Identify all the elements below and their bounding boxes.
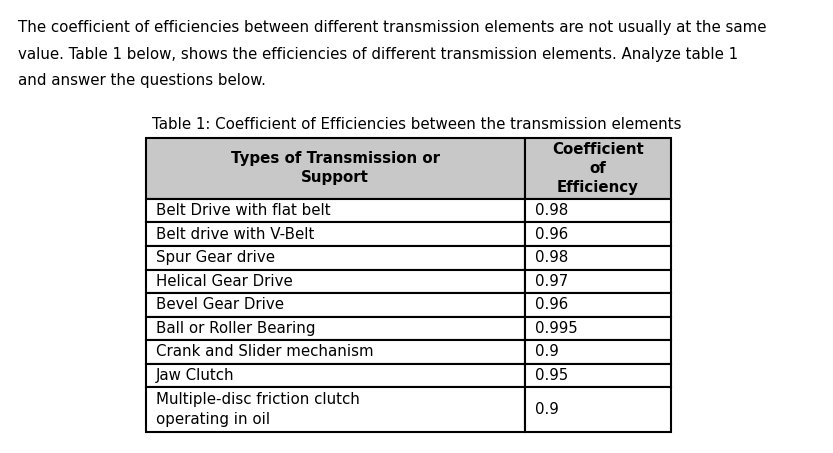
- Text: 0.96: 0.96: [535, 297, 568, 313]
- FancyBboxPatch shape: [525, 364, 671, 387]
- Text: Spur Gear drive: Spur Gear drive: [156, 250, 275, 265]
- FancyBboxPatch shape: [146, 364, 525, 387]
- Text: 0.96: 0.96: [535, 226, 568, 242]
- Text: 0.95: 0.95: [535, 368, 568, 383]
- FancyBboxPatch shape: [525, 222, 671, 246]
- Text: Helical Gear Drive: Helical Gear Drive: [156, 274, 292, 289]
- Text: Ball or Roller Bearing: Ball or Roller Bearing: [156, 321, 315, 336]
- Text: 0.98: 0.98: [535, 203, 568, 218]
- FancyBboxPatch shape: [146, 340, 525, 364]
- Text: 0.98: 0.98: [535, 250, 568, 265]
- Text: Multiple-disc friction clutch
operating in oil: Multiple-disc friction clutch operating …: [156, 392, 360, 427]
- FancyBboxPatch shape: [146, 246, 525, 270]
- FancyBboxPatch shape: [146, 387, 525, 432]
- Text: Types of Transmission or
Support: Types of Transmission or Support: [231, 151, 440, 185]
- Text: Coefficient
of
Efficiency: Coefficient of Efficiency: [551, 142, 644, 195]
- FancyBboxPatch shape: [146, 138, 525, 199]
- FancyBboxPatch shape: [146, 199, 525, 222]
- Text: 0.9: 0.9: [535, 402, 559, 417]
- FancyBboxPatch shape: [146, 317, 525, 340]
- Text: The coefficient of efficiencies between different transmission elements are not : The coefficient of efficiencies between …: [18, 20, 767, 35]
- Text: Belt drive with V-Belt: Belt drive with V-Belt: [156, 226, 314, 242]
- Text: Bevel Gear Drive: Bevel Gear Drive: [156, 297, 284, 313]
- FancyBboxPatch shape: [525, 293, 671, 317]
- FancyBboxPatch shape: [146, 293, 525, 317]
- Text: Crank and Slider mechanism: Crank and Slider mechanism: [156, 344, 373, 360]
- Text: Table 1: Coefficient of Efficiencies between the transmission elements: Table 1: Coefficient of Efficiencies bet…: [152, 117, 681, 132]
- Text: and answer the questions below.: and answer the questions below.: [18, 73, 267, 88]
- FancyBboxPatch shape: [525, 387, 671, 432]
- FancyBboxPatch shape: [525, 138, 671, 199]
- FancyBboxPatch shape: [525, 246, 671, 270]
- Text: 0.995: 0.995: [535, 321, 577, 336]
- Text: 0.9: 0.9: [535, 344, 559, 360]
- FancyBboxPatch shape: [146, 222, 525, 246]
- FancyBboxPatch shape: [525, 340, 671, 364]
- Text: Jaw Clutch: Jaw Clutch: [156, 368, 234, 383]
- Text: Belt Drive with flat belt: Belt Drive with flat belt: [156, 203, 331, 218]
- Text: 0.97: 0.97: [535, 274, 568, 289]
- Text: value. Table 1 below, shows the efficiencies of different transmission elements.: value. Table 1 below, shows the efficien…: [18, 47, 738, 62]
- FancyBboxPatch shape: [146, 270, 525, 293]
- FancyBboxPatch shape: [525, 270, 671, 293]
- FancyBboxPatch shape: [525, 317, 671, 340]
- FancyBboxPatch shape: [525, 199, 671, 222]
